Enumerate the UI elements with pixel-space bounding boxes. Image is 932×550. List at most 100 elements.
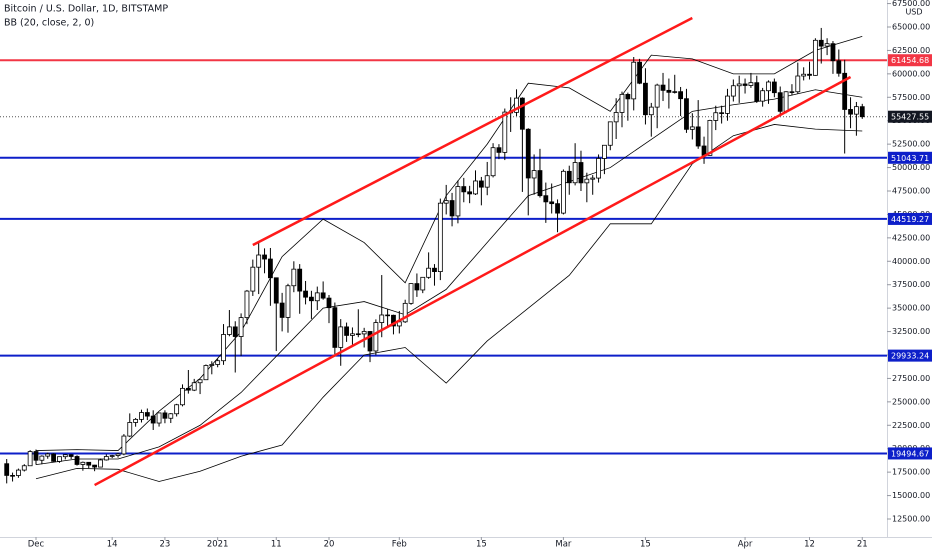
y-tick-label: 35000.00 xyxy=(892,304,930,313)
price-tag xyxy=(888,447,932,460)
candle-body xyxy=(180,387,185,406)
price-tag-label: 29933.24 xyxy=(891,352,929,361)
candle-body xyxy=(27,451,33,467)
candle-body xyxy=(57,456,62,462)
candle-body xyxy=(262,254,267,260)
candle-body xyxy=(707,120,713,156)
candle-body xyxy=(203,365,209,381)
candle-body xyxy=(92,464,97,468)
candle-body xyxy=(350,333,355,336)
candle-body xyxy=(309,296,314,302)
candle-body xyxy=(414,283,420,291)
x-tick-label: Dec xyxy=(28,540,45,550)
y-tick-label: 67500.00 xyxy=(892,0,930,8)
candle-body xyxy=(98,459,103,468)
candle-body xyxy=(174,404,180,415)
candle-body xyxy=(519,97,525,130)
candle-body xyxy=(537,170,543,197)
candle-body xyxy=(344,326,349,336)
price-tag xyxy=(888,212,932,225)
candle-body xyxy=(783,91,789,112)
candle-body xyxy=(660,84,666,91)
y-tick-label: 57500.00 xyxy=(892,93,930,102)
y-tick-label: 22500.00 xyxy=(892,421,930,430)
candle-body xyxy=(209,364,215,366)
candle-body xyxy=(467,191,473,195)
candle-body xyxy=(455,186,461,217)
y-tick-label: 40000.00 xyxy=(892,257,930,266)
price-tag-label: 61454.68 xyxy=(891,56,929,65)
candle-body xyxy=(267,258,273,279)
plot-area xyxy=(0,16,887,487)
y-tick-label: 42500.00 xyxy=(892,233,930,242)
y-tick-label: 12500.00 xyxy=(892,514,930,523)
candle-body xyxy=(584,178,590,184)
candle-body xyxy=(437,202,443,272)
price-tag-label: 44519.27 xyxy=(891,215,929,224)
candle-body xyxy=(684,98,689,130)
y-tick-label: 25000.00 xyxy=(892,397,930,406)
candle-body xyxy=(625,93,631,100)
candle-body xyxy=(572,162,578,184)
candle-body xyxy=(68,454,74,457)
candle-body xyxy=(156,412,162,424)
y-tick-label: 15000.00 xyxy=(892,491,930,500)
candle-body xyxy=(514,97,519,113)
candle-body xyxy=(144,412,150,417)
trend-line xyxy=(252,16,693,247)
y-tick-label: 50000.00 xyxy=(892,163,930,172)
y-tick-label: 32500.00 xyxy=(892,327,930,336)
candle-body xyxy=(326,297,332,309)
candle-body xyxy=(561,170,566,214)
candle-body xyxy=(854,106,859,115)
price-tag-label: 55427.55 xyxy=(891,113,929,122)
candle-body xyxy=(10,475,15,477)
x-tick-label: 15 xyxy=(476,540,487,550)
x-tick-label: Feb xyxy=(392,540,407,550)
candle-body xyxy=(121,435,127,455)
price-tag-label: 51043.71 xyxy=(891,154,929,163)
candle-body xyxy=(695,126,701,147)
x-tick-label: 11 xyxy=(271,540,282,550)
indicator-legend: BB (20, close, 2, 0) xyxy=(4,18,94,29)
candle-body xyxy=(730,85,736,97)
candle-body xyxy=(314,292,320,302)
candle-body xyxy=(666,89,672,93)
candle-body xyxy=(484,175,490,188)
candle-body xyxy=(4,463,10,476)
candle-body xyxy=(648,106,654,116)
candle-body xyxy=(45,453,51,457)
candle-body xyxy=(191,382,197,391)
candle-body xyxy=(531,170,537,179)
candle-body xyxy=(473,180,478,195)
candle-body xyxy=(748,82,754,86)
candle-body xyxy=(859,106,865,118)
candle-body xyxy=(408,283,414,304)
candle-body xyxy=(830,43,836,62)
candle-body xyxy=(689,126,695,130)
candle-body xyxy=(619,93,625,113)
candle-body xyxy=(391,314,396,327)
candle-body xyxy=(549,201,555,205)
y-tick-label: 60000.00 xyxy=(892,69,930,78)
candle-body xyxy=(332,307,338,348)
candle-body xyxy=(742,83,748,86)
candle-body xyxy=(443,200,449,204)
y-tick-label: 65000.00 xyxy=(892,22,930,31)
candle-body xyxy=(719,112,725,114)
candle-body xyxy=(637,61,642,84)
x-tick-label: 21 xyxy=(857,540,868,550)
currency-label: USD xyxy=(905,8,922,17)
candle-body xyxy=(490,147,496,177)
candle-body xyxy=(478,180,484,188)
candle-body xyxy=(133,418,139,423)
candle-body xyxy=(379,314,385,323)
candle-body xyxy=(432,267,437,272)
candle-body xyxy=(39,455,45,461)
candle-body xyxy=(426,267,432,278)
candle-body xyxy=(150,415,156,424)
trend-line xyxy=(94,75,852,487)
candle-body xyxy=(812,39,818,76)
candle-body xyxy=(62,454,68,458)
candle-body xyxy=(215,360,221,365)
